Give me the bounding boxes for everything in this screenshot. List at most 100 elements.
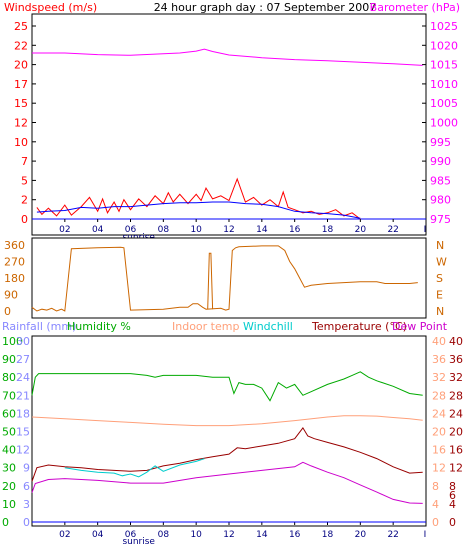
humidity-tick-label: 100 — [2, 335, 23, 348]
wind-x-tick-label: 10 — [190, 225, 202, 235]
indoor-temp-tick-label: 32 — [432, 371, 446, 384]
humidity-tick-label: 20 — [2, 480, 16, 493]
temperature-x-tick-label: 08 — [158, 530, 170, 540]
temperature-tick-label: 20 — [449, 426, 463, 439]
direction-series-0 — [31, 245, 418, 312]
temperature-x-tick-label: 12 — [223, 530, 234, 540]
temperature-tick-label: 6 — [449, 489, 456, 502]
temperature-axis-title: Temperature (°C) — [311, 320, 407, 333]
humidity-tick-label: 30 — [2, 462, 16, 475]
temperature-x-end-tick: I — [424, 530, 427, 540]
temperature-series-4 — [31, 461, 423, 504]
humidity-tick-label: 10 — [2, 498, 16, 511]
wind-series-2 — [36, 201, 361, 219]
wind-series-0 — [32, 48, 423, 66]
temperature-tick-label: 24 — [449, 407, 463, 420]
rainfall-tick-label: 9 — [23, 462, 30, 475]
rainfall-tick-label: 27 — [16, 353, 30, 366]
direction-left-tick-label: 0 — [4, 305, 11, 318]
wind-right-tick-label: 975 — [430, 213, 451, 226]
temperature-x-tick-label: 14 — [256, 530, 268, 540]
indoor-temp-tick-label: 40 — [432, 335, 446, 348]
temperature-series-1 — [31, 415, 423, 427]
wind-x-tick-label: 20 — [355, 225, 367, 235]
temperature-x-tick-label: 02 — [59, 530, 70, 540]
direction-right-tick-label: E — [436, 289, 443, 302]
indoor-temp-tick-label: 16 — [432, 444, 446, 457]
wind-x-tick-label: 12 — [223, 225, 234, 235]
direction-left-tick-label: 360 — [4, 239, 25, 252]
dew-point-axis-title: Dew Point — [392, 320, 448, 333]
temperature-tick-label: 40 — [449, 335, 463, 348]
indoor-temp-tick-label: 12 — [432, 462, 446, 475]
wind-x-tick-label: 22 — [387, 225, 398, 235]
direction-left-tick-label: 90 — [4, 289, 18, 302]
temperature-x-tick-label: 16 — [289, 530, 301, 540]
rainfall-tick-label: 0 — [23, 516, 30, 529]
graph-title: 24 hour graph day : 07 September 2007 — [154, 1, 377, 14]
humidity-tick-label: 90 — [2, 353, 16, 366]
wind-x-tick-label: 04 — [92, 225, 104, 235]
temperature-panel-frame — [31, 335, 427, 527]
direction-panel: 0 N 90 E 180 S 270 W 360 N — [4, 239, 447, 318]
wind-left-tick-label: 17 — [14, 78, 28, 91]
wind-x-tick-label: 02 — [59, 225, 70, 235]
sunrise-label-bottom: sunrise — [122, 537, 155, 547]
windspeed-axis-title: Windspeed (m/s) — [4, 1, 97, 14]
rainfall-tick-label: 12 — [16, 444, 30, 457]
direction-series-1 — [207, 252, 214, 310]
rainfall-tick-label: 18 — [16, 407, 30, 420]
temperature-series-2 — [31, 427, 423, 482]
wind-right-tick-label: 980 — [430, 194, 451, 207]
wind-x-tick-label: 14 — [256, 225, 268, 235]
wind-left-tick-label: 7 — [21, 155, 28, 168]
direction-left-tick-label: 270 — [4, 256, 25, 269]
rainfall-tick-label: 6 — [23, 480, 30, 493]
rainfall-tick-label: 24 — [16, 371, 30, 384]
wind-x-tick-label: 06 — [125, 225, 137, 235]
indoor-temp-tick-label: 36 — [432, 353, 446, 366]
windchill-axis-title: Windchill — [243, 320, 293, 333]
temperature-tick-label: 4 — [449, 498, 456, 511]
indoor-temp-tick-label: 4 — [432, 498, 439, 511]
wind-left-tick-label: 12 — [14, 117, 28, 130]
wind-right-tick-label: 985 — [430, 174, 451, 187]
wind-left-tick-label: 5 — [21, 174, 28, 187]
humidity-tick-label: 70 — [2, 389, 16, 402]
wind-panel-frame — [31, 13, 427, 236]
humidity-tick-label: 50 — [2, 426, 16, 439]
direction-right-tick-label: W — [436, 256, 447, 269]
wind-left-tick-label: 15 — [14, 97, 28, 110]
humidity-tick-label: 40 — [2, 444, 16, 457]
wind-right-tick-label: 1025 — [430, 20, 458, 33]
barometer-axis-title: Barometer (hPa) — [370, 1, 460, 14]
wind-x-tick-label: 18 — [322, 225, 334, 235]
wind-right-tick-label: 1020 — [430, 39, 458, 52]
temperature-x-tick-label: 10 — [190, 530, 202, 540]
temperature-x-tick-label: 18 — [322, 530, 334, 540]
humidity-tick-label: 0 — [2, 516, 9, 529]
wind-left-tick-label: 25 — [14, 20, 28, 33]
wind-left-tick-label: 0 — [21, 213, 28, 226]
wind-right-tick-label: 1000 — [430, 117, 458, 130]
wind-x-tick-label: 08 — [158, 225, 170, 235]
wind-left-tick-label: 10 — [14, 136, 28, 149]
temperature-tick-label: 16 — [449, 444, 463, 457]
indoor-temp-tick-label: 20 — [432, 426, 446, 439]
temperature-tick-label: 8 — [449, 480, 456, 493]
direction-right-tick-label: N — [436, 305, 444, 318]
rainfall-tick-label: 15 — [16, 426, 30, 439]
temperature-tick-label: 36 — [449, 353, 463, 366]
temperature-series-3 — [64, 458, 205, 478]
wind-left-tick-label: 22 — [14, 39, 28, 52]
wind-x-end-tick: I — [424, 225, 427, 235]
temperature-tick-label: 28 — [449, 389, 463, 402]
direction-left-tick-label: 180 — [4, 272, 25, 285]
rainfall-axis-title: Rainfall (mm) — [2, 320, 76, 333]
humidity-tick-label: 60 — [2, 407, 16, 420]
rainfall-tick-label: 3 — [23, 498, 30, 511]
temperature-tick-label: 0 — [449, 516, 456, 529]
wind-left-tick-label: 20 — [14, 59, 28, 72]
temperature-x-tick-label: 22 — [387, 530, 398, 540]
